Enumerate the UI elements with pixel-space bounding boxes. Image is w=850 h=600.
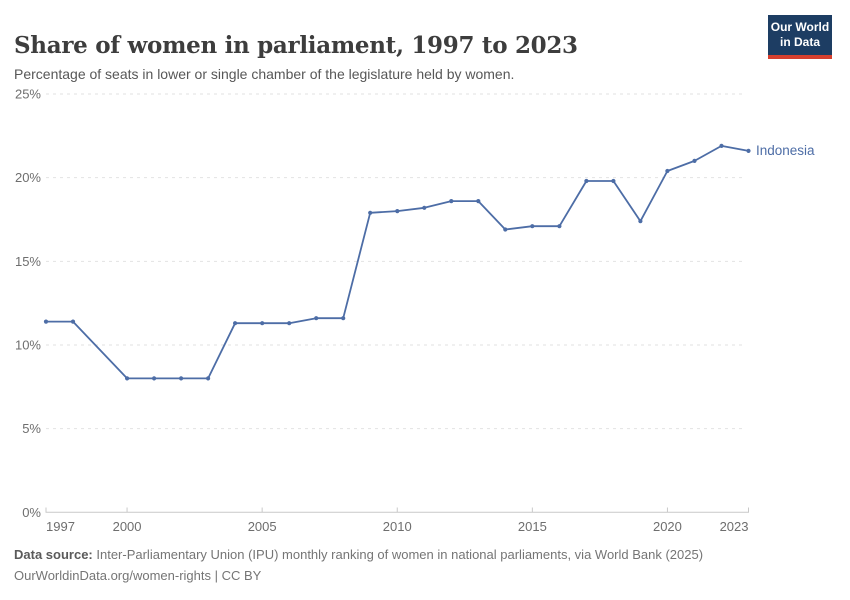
data-point [611,178,616,184]
x-tick-label: 1997 [46,519,75,534]
data-point [665,168,670,174]
data-point [125,376,130,381]
y-tick-label: 25% [15,87,41,102]
data-point [557,224,562,229]
data-point [179,376,184,381]
x-tick-label: 2000 [113,519,142,534]
data-source-label: Data source: [14,547,93,562]
data-point [746,148,751,153]
chart-footer: Data source: Inter-Parliamentary Union (… [14,544,703,586]
y-tick-label: 10% [15,337,41,352]
owid-logo: Our World in Data [768,15,832,59]
data-point [341,316,346,321]
y-tick-label: 0% [22,505,41,520]
line-chart: 0% 5% 10% 15% 20% 25% 1997 2000 2005 2010 2015 202… [15,87,815,535]
data-point [692,158,697,163]
data-source-text: Inter-Parliamentary Union (IPU) monthly … [92,547,704,562]
x-tick-label: 2023 [720,519,749,534]
owid-logo-line1: Our World [770,20,830,34]
data-point [476,199,481,204]
data-point [719,143,724,148]
y-axis-tick-labels: 0% 5% 10% 15% 20% 25% [15,87,41,520]
data-point [233,321,238,326]
data-point [449,199,454,204]
chart-subtitle: Percentage of seats in lower or single c… [14,66,515,82]
x-axis [45,507,749,513]
data-series [43,143,751,381]
series-line [45,144,750,380]
x-tick-label: 2015 [518,519,547,534]
data-point [638,219,643,224]
data-point [287,321,292,326]
page-title: Share of women in parliament, 1997 to 20… [14,32,578,60]
gridlines [46,93,745,430]
data-point [422,205,427,210]
y-tick-label: 5% [22,421,41,436]
owid-logo-line2: in Data [779,35,820,50]
data-point [314,316,319,321]
x-tick-label: 2020 [653,519,682,534]
credit-line: OurWorldinData.org/women-rights | CC BY [14,568,262,583]
data-point [368,210,373,215]
data-point [43,319,49,324]
data-point [395,209,400,214]
data-point [70,319,76,324]
data-point [584,178,589,184]
data-source-line: Data source: Inter-Parliamentary Union (… [14,544,703,565]
data-point [530,224,535,229]
y-tick-label: 15% [15,254,41,269]
entity-label: Indonesia [756,143,815,158]
data-point [206,376,211,381]
x-tick-label: 2005 [248,519,277,534]
entity-label-group: Indonesia [756,143,815,158]
data-point [503,227,508,232]
x-tick-label: 2010 [383,519,412,534]
data-point [152,376,157,381]
x-axis-tick-labels: 1997 2000 2005 2010 2015 2020 2023 [46,519,749,534]
y-tick-label: 20% [15,170,41,185]
data-point [260,321,265,326]
